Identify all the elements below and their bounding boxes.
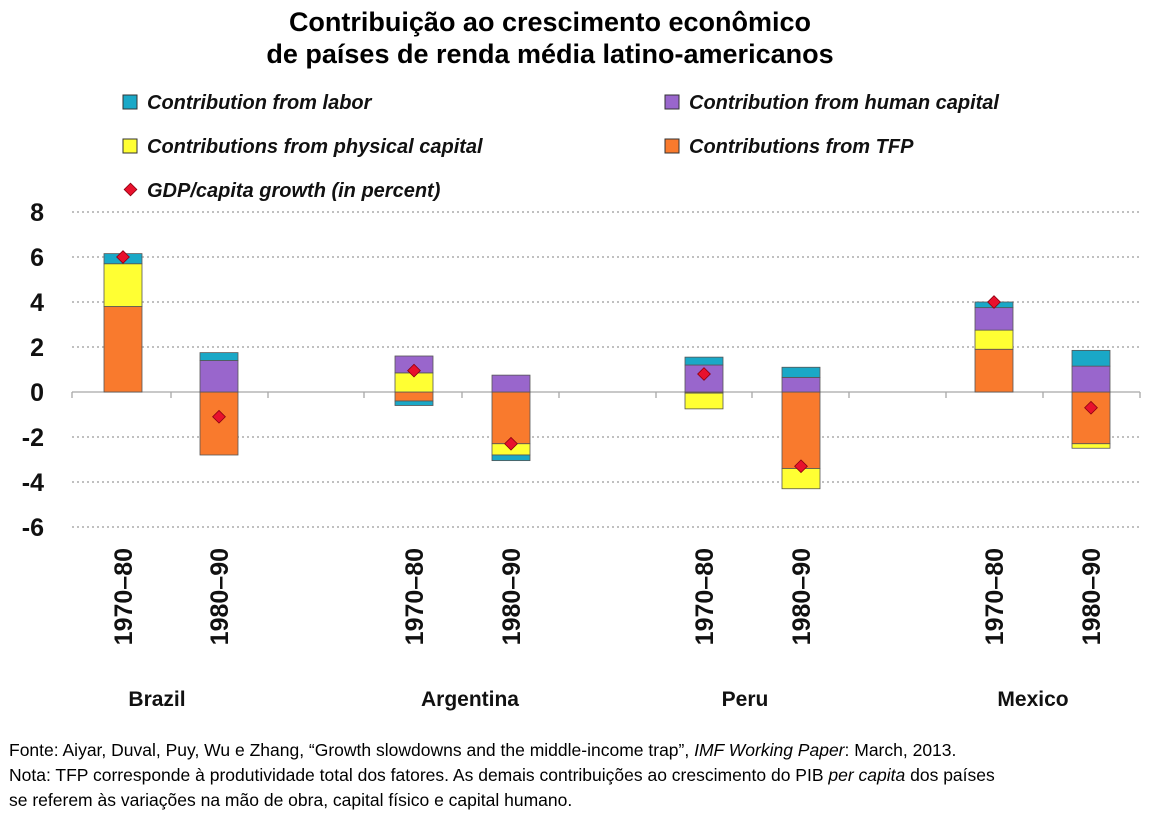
- gdp-marker: [116, 250, 130, 264]
- legend-swatch-human-capital: [664, 94, 680, 110]
- legend-label-human-capital: Contribution from human capital: [689, 92, 999, 114]
- x-period-label: 1980–90: [498, 548, 526, 645]
- y-tick-label: 2: [30, 334, 44, 362]
- x-group-label: Brazil: [128, 688, 185, 711]
- footer-notes: Fonte: Aiyar, Duval, Puy, Wu e Zhang, “G…: [9, 738, 995, 813]
- bar-segment: [1071, 443, 1111, 449]
- stacked-bar-chart: Contribution from labor Contribution fro…: [22, 92, 1141, 711]
- bar-segment: [974, 329, 1014, 350]
- gdp-marker: [504, 436, 518, 451]
- bar-segment: [1071, 365, 1111, 393]
- bar-segment: [199, 360, 239, 393]
- source-line: Fonte: Aiyar, Duval, Puy, Wu e Zhang, “G…: [9, 738, 995, 763]
- legend-label-gdp: GDP/capita growth (in percent): [147, 180, 441, 202]
- legend-label-physical-capital: Contributions from physical capital: [147, 136, 483, 158]
- x-group-label: Argentina: [421, 688, 519, 711]
- bar-segment: [1071, 349, 1111, 367]
- y-tick-label: -2: [22, 424, 44, 452]
- x-period-label: 1980–90: [1078, 548, 1106, 645]
- bar-segment: [394, 391, 434, 402]
- bar-segment: [684, 356, 724, 366]
- y-tick-label: 4: [30, 289, 44, 317]
- legend-swatch-physical-capital: [122, 138, 138, 154]
- bar-segment: [394, 400, 434, 406]
- source-text: Fonte: Aiyar, Duval, Puy, Wu e Zhang, “G…: [9, 740, 695, 760]
- note-text: Nota: TFP corresponde à produtividade to…: [9, 765, 829, 785]
- bar-segment: [491, 374, 531, 393]
- x-group-label: Mexico: [997, 688, 1068, 711]
- bar-segment: [491, 454, 531, 462]
- note-line: Nota: TFP corresponde à produtividade to…: [9, 763, 995, 788]
- legend-swatch-labor: [122, 94, 138, 110]
- note-italic: per capita: [828, 765, 906, 785]
- gdp-marker: [697, 367, 711, 381]
- legend-label-labor: Contribution from labor: [147, 92, 373, 114]
- bar-segment: [1071, 391, 1111, 445]
- x-period-label: 1970–80: [981, 548, 1009, 645]
- plot-area: 8 6 4 2 0 -2 -4 -6 1970–80 1980–90 1970–80 1980–90 1…: [22, 199, 1141, 711]
- y-tick-label: -6: [22, 514, 44, 542]
- legend-label-tfp: Contributions from TFP: [689, 136, 914, 158]
- bar-segment: [103, 306, 143, 393]
- chart-title-line1: Contribuição ao crescimento econômico: [288, 7, 812, 37]
- bar-segment: [974, 307, 1014, 331]
- chart-title: Contribuição ao crescimento econômico de…: [0, 6, 1100, 70]
- bar-segment: [974, 348, 1014, 393]
- bar-segment: [781, 391, 821, 469]
- note-line-2: se referem às variações na mão de obra, …: [9, 790, 573, 810]
- gdp-marker: [794, 459, 808, 474]
- bar-segment: [491, 391, 531, 445]
- x-group-label: Peru: [722, 688, 769, 711]
- x-period-label: 1970–80: [401, 548, 429, 645]
- gdp-marker: [212, 409, 226, 424]
- source-publication: IMF Working Paper: [694, 740, 845, 760]
- x-period-label: 1980–90: [206, 548, 234, 645]
- bar-segment: [103, 263, 143, 307]
- x-period-label: 1970–80: [691, 548, 719, 645]
- y-tick-label: 8: [30, 199, 44, 227]
- legend: Contribution from labor Contribution fro…: [122, 92, 999, 202]
- x-period-label: 1980–90: [788, 548, 816, 645]
- bar-segment: [684, 392, 724, 410]
- chart-title-line2: de países de renda média latino-american…: [266, 39, 834, 69]
- x-period-label: 1970–80: [110, 548, 138, 645]
- note-text-end: dos países: [905, 765, 995, 785]
- legend-swatch-tfp: [664, 138, 680, 154]
- bar-segment: [781, 366, 821, 378]
- y-tick-label: -4: [22, 469, 44, 497]
- gdp-marker: [987, 295, 1001, 309]
- y-tick-label: 6: [30, 244, 44, 272]
- y-tick-label: 0: [30, 379, 44, 407]
- legend-marker-gdp: [123, 182, 138, 197]
- bar-segment: [781, 376, 821, 393]
- bar-segment: [199, 352, 239, 361]
- gdp-marker: [407, 363, 421, 378]
- source-date: : March, 2013.: [844, 740, 957, 760]
- gdp-marker: [1084, 400, 1098, 415]
